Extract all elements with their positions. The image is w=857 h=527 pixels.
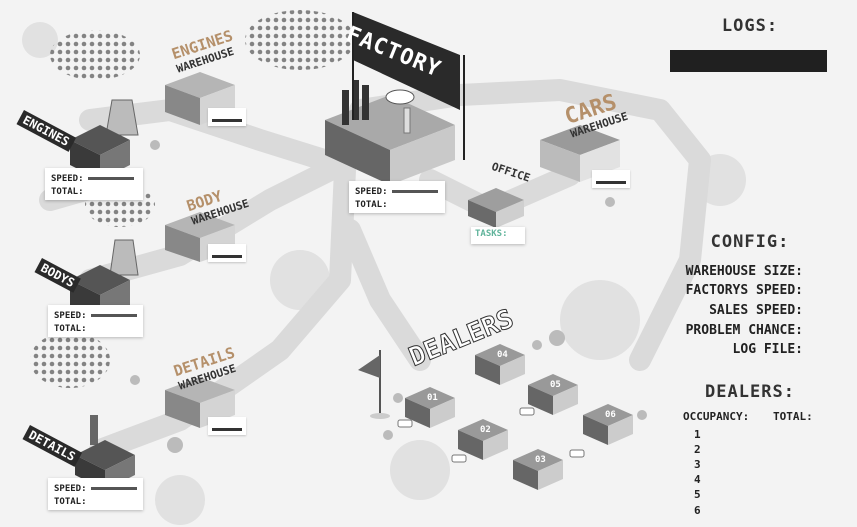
factory-building [325,12,465,185]
config-problem-chance-label: PROBLEM CHANCE: [685,323,803,338]
dealer-building-number: 04 [497,350,508,360]
logs-title: LOGS: [721,16,779,36]
dealer-buildings [405,344,633,490]
details-warehouse-gauge [208,417,246,435]
dealer-row-number: 5 [694,488,701,501]
dealer-row-number: 4 [694,473,701,486]
bodys-plant [70,239,139,320]
dealer-row-number: 3 [694,458,701,471]
tasks-label: TASKS: [475,229,508,239]
config-factorys-speed-label: FACTORYS SPEED: [685,283,803,298]
dealer-row-number: 1 [694,428,701,441]
cars-warehouse [540,125,620,182]
dealer-building-number: 01 [427,393,438,403]
total-label: TOTAL: [51,186,84,197]
speed-label: SPEED: [355,186,388,197]
dealer-building-number: 02 [480,425,491,435]
dealer-building-number: 05 [550,380,561,390]
dealers-panel-title: DEALERS: [705,382,795,402]
dealer-row-number: 2 [694,443,701,456]
speed-slider[interactable] [87,177,134,180]
config-log-file-label: LOG FILE: [732,342,803,357]
logs-output[interactable] [670,50,827,72]
dealer-row-number: 6 [694,504,701,517]
bodys-supplier-stats: SPEED: TOTAL: [48,305,143,337]
engines-supplier-stats: SPEED: TOTAL: [45,168,143,200]
speed-slider[interactable] [90,487,137,490]
details-warehouse [165,377,235,428]
cars-warehouse-gauge [592,170,630,188]
total-label: TOTAL: [54,323,87,334]
config-title: CONFIG: [710,232,790,252]
office-building [468,188,524,228]
speed-label: SPEED: [54,310,87,321]
flag-icon [358,350,390,419]
speed-label: SPEED: [51,173,84,184]
total-header: TOTAL: [773,410,813,423]
dealer-building-number: 03 [535,455,546,465]
occupancy-header: OCCUPANCY: [683,410,750,423]
speed-slider[interactable] [90,314,137,317]
office-tasks: TASKS: [471,227,525,244]
total-label: TOTAL: [355,199,388,210]
speed-slider[interactable] [391,190,438,193]
speed-label: SPEED: [54,483,87,494]
details-supplier-stats: SPEED: TOTAL: [48,478,143,510]
total-label: TOTAL: [54,496,87,507]
config-warehouse-size-label: WAREHOUSE SIZE: [685,264,803,279]
dealer-building-number: 06 [605,410,616,420]
engines-warehouse-gauge [208,108,246,126]
config-sales-speed-label: SALES SPEED: [709,303,803,318]
factory-stats: SPEED: TOTAL: [349,181,445,213]
body-warehouse-gauge [208,244,246,262]
